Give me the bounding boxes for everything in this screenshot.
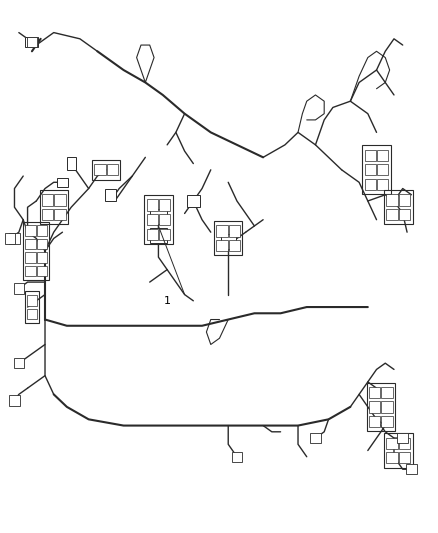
- Bar: [149, 228, 167, 243]
- Bar: [216, 225, 227, 237]
- Bar: [368, 416, 379, 427]
- Bar: [220, 234, 235, 249]
- Bar: [42, 194, 53, 206]
- Bar: [381, 416, 392, 427]
- Bar: [25, 253, 35, 263]
- Bar: [27, 295, 37, 305]
- Bar: [5, 233, 15, 244]
- Bar: [368, 401, 379, 413]
- Bar: [23, 222, 49, 280]
- Bar: [214, 221, 242, 255]
- Bar: [398, 194, 410, 206]
- Bar: [381, 386, 392, 398]
- Bar: [366, 383, 394, 431]
- Bar: [186, 195, 199, 207]
- Bar: [94, 164, 105, 175]
- Bar: [9, 395, 20, 406]
- Bar: [25, 225, 35, 236]
- Bar: [144, 196, 172, 244]
- Bar: [368, 386, 379, 398]
- Bar: [216, 240, 227, 252]
- Bar: [364, 150, 375, 161]
- Bar: [398, 209, 410, 220]
- Bar: [67, 157, 75, 170]
- Bar: [57, 177, 68, 187]
- Bar: [54, 209, 66, 220]
- Bar: [376, 164, 388, 175]
- Bar: [146, 199, 158, 211]
- Bar: [383, 433, 412, 467]
- Bar: [376, 150, 388, 161]
- Text: 1: 1: [163, 296, 170, 306]
- Bar: [405, 464, 416, 474]
- Bar: [54, 194, 66, 206]
- Bar: [25, 266, 35, 276]
- Bar: [396, 433, 407, 443]
- Bar: [146, 214, 158, 225]
- Bar: [92, 160, 120, 180]
- Bar: [228, 225, 240, 237]
- Bar: [385, 194, 397, 206]
- Bar: [27, 37, 37, 47]
- Bar: [105, 189, 116, 201]
- Bar: [385, 452, 397, 464]
- Bar: [159, 229, 170, 240]
- Bar: [149, 209, 167, 224]
- Bar: [37, 225, 47, 236]
- Bar: [14, 283, 24, 294]
- Bar: [37, 266, 47, 276]
- Bar: [106, 164, 118, 175]
- Bar: [39, 190, 68, 224]
- Bar: [146, 229, 158, 240]
- Bar: [381, 401, 392, 413]
- Bar: [398, 452, 410, 464]
- Bar: [14, 358, 24, 368]
- Bar: [27, 309, 37, 319]
- Bar: [37, 239, 47, 249]
- Bar: [9, 233, 20, 244]
- Bar: [364, 164, 375, 175]
- Bar: [364, 179, 375, 190]
- Bar: [25, 292, 39, 323]
- Bar: [42, 209, 53, 220]
- Bar: [228, 240, 240, 252]
- Bar: [310, 433, 320, 443]
- Bar: [159, 199, 170, 211]
- Bar: [159, 214, 170, 225]
- Bar: [385, 438, 397, 449]
- Bar: [25, 37, 39, 46]
- Bar: [398, 438, 410, 449]
- Bar: [376, 179, 388, 190]
- Bar: [231, 451, 242, 462]
- Bar: [383, 190, 412, 224]
- Bar: [361, 146, 390, 194]
- Bar: [25, 239, 35, 249]
- Bar: [385, 209, 397, 220]
- Bar: [37, 253, 47, 263]
